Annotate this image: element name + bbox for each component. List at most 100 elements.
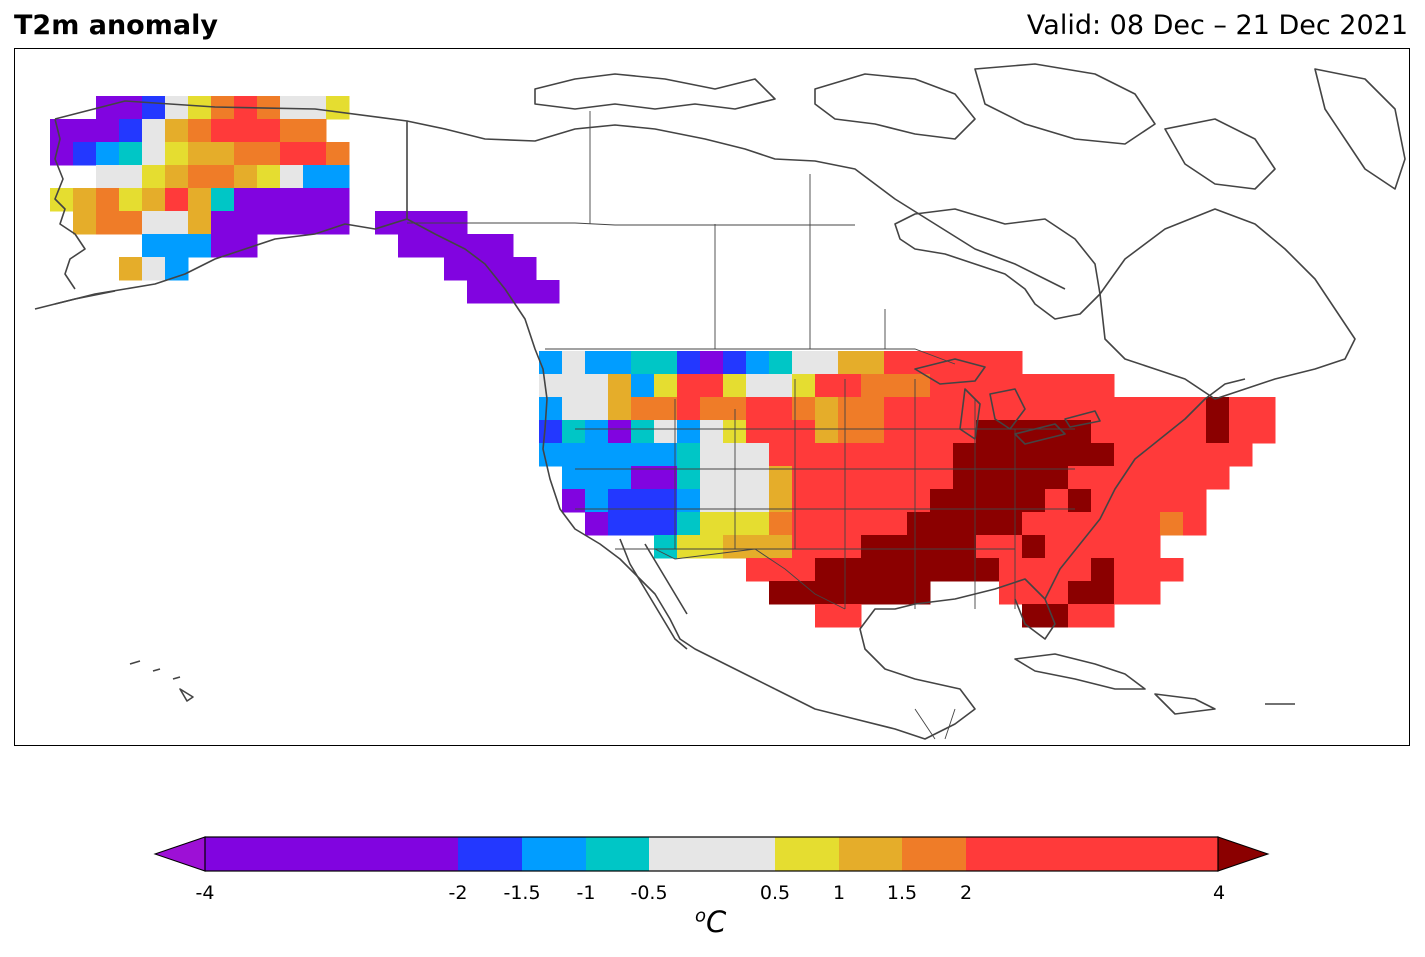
grid-cell bbox=[677, 397, 701, 421]
grid-cell bbox=[861, 581, 885, 605]
grid-cell bbox=[907, 374, 931, 398]
grid-cell bbox=[96, 96, 120, 120]
grid-cell bbox=[907, 420, 931, 444]
grid-cell bbox=[838, 420, 862, 444]
colorbar-tick-label: -1.5 bbox=[503, 882, 541, 904]
grid-cell bbox=[953, 443, 977, 467]
grid-cell bbox=[861, 558, 885, 582]
grid-cell bbox=[700, 397, 724, 421]
grid-cell bbox=[1183, 489, 1207, 513]
grid-cell bbox=[1068, 604, 1092, 628]
grid-cell bbox=[188, 119, 212, 143]
grid-cell bbox=[608, 512, 632, 536]
grid-cell bbox=[792, 374, 816, 398]
grid-cell bbox=[907, 558, 931, 582]
grid-cell bbox=[884, 466, 908, 490]
grid-cell bbox=[96, 188, 120, 212]
grid-cell bbox=[467, 280, 491, 304]
grid-cell bbox=[1022, 535, 1046, 559]
map-title: T2m anomaly bbox=[14, 10, 218, 41]
grid-cell bbox=[1206, 397, 1230, 421]
grid-cell bbox=[1160, 512, 1184, 536]
grid-cell bbox=[792, 443, 816, 467]
grid-cell bbox=[119, 165, 143, 189]
grid-cell bbox=[280, 165, 304, 189]
grid-cell bbox=[1206, 466, 1230, 490]
grid-cell bbox=[884, 512, 908, 536]
grid-cell bbox=[815, 443, 839, 467]
grid-cell bbox=[907, 512, 931, 536]
grid-cell bbox=[1022, 443, 1046, 467]
colorbar-tick-label: 0.5 bbox=[759, 882, 791, 904]
grid-cell bbox=[585, 351, 609, 375]
grid-cell bbox=[1091, 512, 1115, 536]
grid-cell bbox=[119, 119, 143, 143]
grid-cell bbox=[677, 466, 701, 490]
grid-cell bbox=[1022, 374, 1046, 398]
grid-cell bbox=[861, 397, 885, 421]
grid-cell bbox=[303, 188, 327, 212]
grid-cell bbox=[188, 142, 212, 166]
grid-cell bbox=[815, 558, 839, 582]
grid-cell bbox=[1022, 466, 1046, 490]
grid-cell bbox=[631, 374, 655, 398]
grid-cell bbox=[976, 535, 1000, 559]
colorbar bbox=[153, 836, 1270, 872]
grid-cell bbox=[234, 142, 258, 166]
grid-cell bbox=[723, 351, 747, 375]
grid-cell bbox=[585, 443, 609, 467]
colorbar-bin bbox=[775, 837, 839, 871]
grid-cell bbox=[792, 535, 816, 559]
grid-cell bbox=[1114, 558, 1138, 582]
grid-cell bbox=[1045, 489, 1069, 513]
grid-cell bbox=[654, 466, 678, 490]
grid-cell bbox=[562, 466, 586, 490]
grid-cell bbox=[930, 420, 954, 444]
grid-cell bbox=[73, 211, 97, 235]
grid-cell bbox=[769, 489, 793, 513]
grid-cell bbox=[953, 351, 977, 375]
grid-cell bbox=[976, 443, 1000, 467]
grid-cell bbox=[769, 535, 793, 559]
grid-cell bbox=[234, 234, 258, 258]
colorbar-frame bbox=[204, 836, 1219, 872]
grid-cell bbox=[211, 165, 235, 189]
grid-cell bbox=[700, 374, 724, 398]
grid-cell bbox=[1091, 397, 1115, 421]
grid-cell bbox=[792, 420, 816, 444]
grid-cell bbox=[746, 397, 770, 421]
grid-cell bbox=[700, 512, 724, 536]
grid-cell bbox=[303, 165, 327, 189]
grid-cell bbox=[50, 188, 74, 212]
grid-cell bbox=[421, 234, 445, 258]
grid-cell bbox=[562, 397, 586, 421]
grid-cell bbox=[1068, 581, 1092, 605]
grid-cell bbox=[303, 119, 327, 143]
grid-cell bbox=[746, 443, 770, 467]
grid-cell bbox=[631, 443, 655, 467]
grid-cell bbox=[953, 512, 977, 536]
grid-cell bbox=[1160, 397, 1184, 421]
grid-cell bbox=[815, 604, 839, 628]
grid-cell bbox=[1114, 535, 1138, 559]
grid-cell bbox=[1045, 466, 1069, 490]
grid-cell bbox=[746, 420, 770, 444]
grid-cell bbox=[1114, 443, 1138, 467]
grid-cell bbox=[976, 374, 1000, 398]
colorbar-bins bbox=[205, 837, 1219, 871]
grid-cell bbox=[999, 489, 1023, 513]
grid-cell bbox=[723, 374, 747, 398]
grid-cell bbox=[1137, 420, 1161, 444]
grid-cell bbox=[1137, 443, 1161, 467]
colorbar-bin bbox=[205, 837, 458, 871]
grid-cell bbox=[490, 280, 514, 304]
anomaly-grid bbox=[50, 96, 1276, 628]
colorbar-max-extension bbox=[1217, 836, 1270, 872]
grid-cell bbox=[585, 512, 609, 536]
grid-cell bbox=[1160, 466, 1184, 490]
grid-cell bbox=[1068, 443, 1092, 467]
grid-cell bbox=[884, 420, 908, 444]
grid-cell bbox=[1206, 443, 1230, 467]
grid-cell bbox=[769, 351, 793, 375]
grid-cell bbox=[326, 211, 350, 235]
